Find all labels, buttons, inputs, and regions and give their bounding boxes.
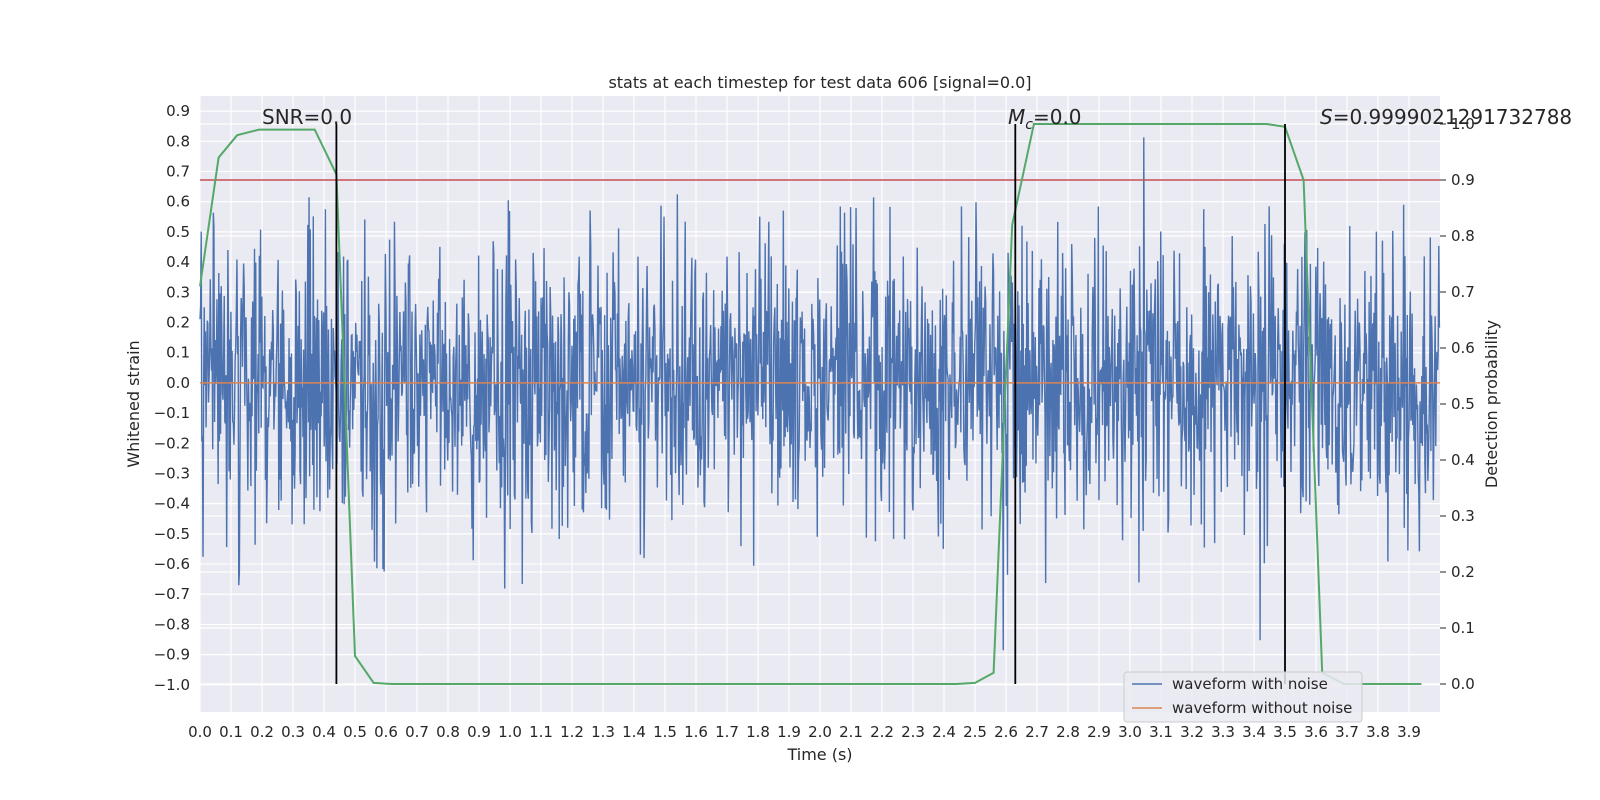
y2-tick-label: 0.4 <box>1451 451 1475 469</box>
legend: waveform with noise waveform without noi… <box>1123 671 1363 723</box>
legend-label-clean: waveform without noise <box>1172 699 1352 717</box>
y-tick-label: −0.6 <box>154 555 190 573</box>
x-tick-label: 1.9 <box>777 723 801 741</box>
annotation-snr: SNR=0.0 <box>262 105 352 129</box>
x-tick-label: 0.2 <box>250 723 274 741</box>
series-detection-probability <box>199 123 1422 685</box>
x-tick-label: 1.0 <box>498 723 522 741</box>
x-tick-label: 0.5 <box>343 723 367 741</box>
x-tick-label: 3.4 <box>1242 723 1266 741</box>
y-tick-label: 0.7 <box>166 162 190 180</box>
y-tick-label: 0.2 <box>166 313 190 331</box>
probability-line <box>199 123 1422 685</box>
x-tick-label: 1.8 <box>746 723 770 741</box>
y-tick-label: −0.4 <box>154 495 190 513</box>
event-markers <box>335 124 1286 684</box>
y2-tick-label: 0.0 <box>1451 675 1475 693</box>
x-tick-label: 2.7 <box>1025 723 1049 741</box>
y2-tick-label: 0.5 <box>1451 395 1475 413</box>
x-tick-label: 2.3 <box>901 723 925 741</box>
annotation-score-value: =0.9999021291732788 <box>1333 105 1572 129</box>
y-tick-label: −0.2 <box>154 434 190 452</box>
annotations: SNR=0.0 Mc=0.0 S=0.9999021291732788 <box>262 105 1572 133</box>
chart-title: stats at each timestep for test data 606… <box>608 73 1031 92</box>
x-tick-label: 2.4 <box>932 723 956 741</box>
x-tick-label: 3.3 <box>1211 723 1235 741</box>
y-tick-label: 0.8 <box>166 132 190 150</box>
legend-label-noise: waveform with noise <box>1172 675 1328 693</box>
y-tick-label: 0.9 <box>166 102 190 120</box>
y2-axis-ticks: 1.0 0.9 0.8 0.7 0.6 0.5 0.4 0.3 0.2 0.1 0.0 <box>1440 115 1475 693</box>
y-tick-label: −0.5 <box>154 525 190 543</box>
y-tick-label: 0.3 <box>166 283 190 301</box>
x-tick-label: 0.3 <box>281 723 305 741</box>
y2-tick-label: 0.9 <box>1451 171 1475 189</box>
x-axis-label: Time (s) <box>786 745 852 764</box>
y-tick-label: 0.6 <box>166 193 190 211</box>
x-tick-label: 0.7 <box>405 723 429 741</box>
y2-tick-label: 0.2 <box>1451 563 1475 581</box>
x-tick-label: 3.7 <box>1335 723 1359 741</box>
x-tick-label: 1.4 <box>622 723 646 741</box>
x-tick-label: 2.9 <box>1087 723 1111 741</box>
y-tick-label: −0.7 <box>154 585 190 603</box>
x-tick-label: 2.8 <box>1056 723 1080 741</box>
noise-line <box>199 137 1441 651</box>
y-axis-ticks: 0.9 0.8 0.7 0.6 0.5 0.4 0.3 0.2 0.1 0.0 −0.1 −0.2 −0… <box>154 102 190 694</box>
annotation-chirp-mass-symbol: M <box>1008 105 1025 129</box>
y2-tick-label: 0.6 <box>1451 339 1475 357</box>
x-tick-label: 1.7 <box>715 723 739 741</box>
y-tick-label: 0.0 <box>166 374 190 392</box>
x-tick-label: 3.1 <box>1149 723 1173 741</box>
x-tick-label: 2.2 <box>870 723 894 741</box>
legend-box <box>1123 671 1363 723</box>
x-tick-label: 3.6 <box>1304 723 1328 741</box>
x-tick-label: 1.3 <box>591 723 615 741</box>
x-tick-label: 1.2 <box>560 723 584 741</box>
y-tick-label: 0.1 <box>166 344 190 362</box>
y2-tick-label: 0.8 <box>1451 227 1475 245</box>
x-axis-ticks: 0.0 0.1 0.2 0.3 0.4 0.5 0.6 0.7 0.8 0.9 1.0 1.1 1.2 1… <box>188 723 1421 741</box>
annotation-score: S=0.9999021291732788 <box>1320 105 1572 129</box>
annotation-chirp-mass-value: =0.0 <box>1033 105 1082 129</box>
x-tick-label: 0.1 <box>219 723 243 741</box>
annotation-score-symbol: S <box>1320 105 1333 129</box>
x-tick-label: 2.6 <box>994 723 1018 741</box>
x-tick-label: 3.9 <box>1397 723 1421 741</box>
annotation-chirp-mass: Mc=0.0 <box>1008 105 1082 133</box>
x-tick-label: 3.8 <box>1366 723 1390 741</box>
x-tick-label: 2.0 <box>808 723 832 741</box>
x-tick-label: 3.5 <box>1273 723 1297 741</box>
y-tick-label: −1.0 <box>154 676 190 694</box>
y2-tick-label: 0.1 <box>1451 619 1475 637</box>
x-tick-label: 0.6 <box>374 723 398 741</box>
y-axis-label: Whitened strain <box>124 340 143 467</box>
x-tick-label: 0.0 <box>188 723 212 741</box>
x-tick-label: 2.5 <box>963 723 987 741</box>
x-tick-label: 1.1 <box>529 723 553 741</box>
y2-tick-label: 0.3 <box>1451 507 1475 525</box>
x-tick-label: 2.1 <box>839 723 863 741</box>
x-tick-label: 3.0 <box>1118 723 1142 741</box>
series-waveform-with-noise <box>199 137 1441 651</box>
y2-axis-label: Detection probability <box>1482 320 1501 488</box>
y-tick-label: −0.3 <box>154 464 190 482</box>
y-tick-label: −0.8 <box>154 615 190 633</box>
y2-tick-label: 1.0 <box>1451 115 1475 133</box>
y-tick-label: 0.5 <box>166 223 190 241</box>
x-tick-label: 0.9 <box>467 723 491 741</box>
y-tick-label: 0.4 <box>166 253 190 271</box>
x-tick-label: 0.8 <box>436 723 460 741</box>
x-tick-label: 1.6 <box>684 723 708 741</box>
y-tick-label: −0.1 <box>154 404 190 422</box>
annotation-chirp-mass-subscript: c <box>1025 117 1033 133</box>
x-tick-label: 0.4 <box>312 723 336 741</box>
x-tick-label: 1.5 <box>653 723 677 741</box>
y2-tick-label: 0.7 <box>1451 283 1475 301</box>
y-tick-label: −0.9 <box>154 646 190 664</box>
x-tick-label: 3.2 <box>1180 723 1204 741</box>
